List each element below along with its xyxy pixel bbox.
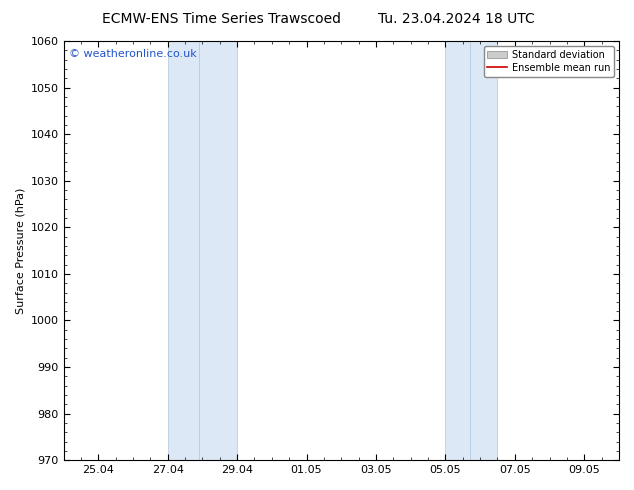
Legend: Standard deviation, Ensemble mean run: Standard deviation, Ensemble mean run <box>484 46 614 76</box>
Text: © weatheronline.co.uk: © weatheronline.co.uk <box>69 49 197 59</box>
Bar <box>470 41 498 460</box>
Bar <box>199 41 237 460</box>
Bar <box>167 41 199 460</box>
Text: ECMW-ENS Time Series Trawscoed: ECMW-ENS Time Series Trawscoed <box>103 12 341 26</box>
Y-axis label: Surface Pressure (hPa): Surface Pressure (hPa) <box>15 187 25 314</box>
Bar <box>446 41 470 460</box>
Text: Tu. 23.04.2024 18 UTC: Tu. 23.04.2024 18 UTC <box>378 12 535 26</box>
